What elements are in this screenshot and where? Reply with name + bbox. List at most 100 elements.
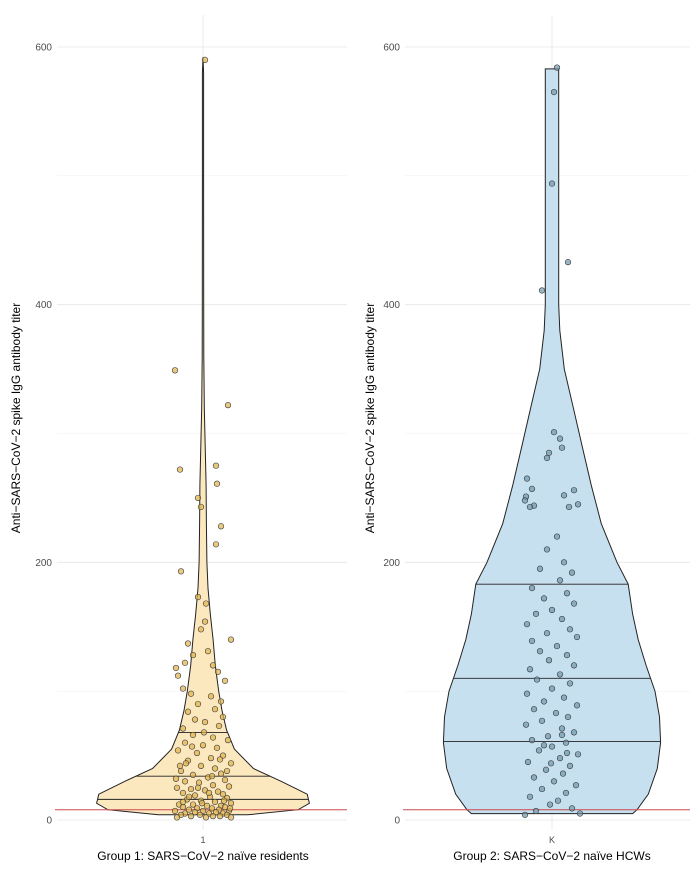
data-point [556,577,564,584]
data-point [194,700,202,708]
data-point [535,747,543,754]
data-point [560,492,568,499]
data-point [194,594,202,601]
data-point [523,475,531,482]
data-point [185,793,193,800]
data-point [209,662,217,669]
data-point [208,805,216,812]
right-y-axis-title: Anti−SARS−CoV−2 spike IgG antibody titer [363,303,377,533]
data-point [173,814,181,821]
data-point [213,744,221,751]
data-point [568,569,576,576]
data-point [574,751,582,758]
data-point [543,454,551,462]
data-point [179,789,187,797]
left-y-axis-title: Anti−SARS−CoV−2 spike IgG antibody titer [9,303,23,533]
data-point [523,621,531,628]
data-point [528,485,536,492]
data-point [564,259,572,266]
data-point [544,733,552,740]
data-point [548,180,556,187]
data-point [217,770,225,777]
data-point [526,666,534,673]
data-point [217,523,225,530]
data-point [191,792,199,799]
left-category-tick-label: 1 [200,835,205,845]
data-point [563,651,571,659]
data-point [533,676,541,683]
data-point [570,487,578,494]
data-point [191,716,199,723]
data-point [201,56,209,63]
data-point [550,778,558,785]
data-point [560,694,568,701]
data-point [208,773,216,780]
data-point [558,444,566,451]
data-point [548,606,556,614]
data-point [189,801,197,808]
data-point [199,742,207,749]
data-point [207,693,215,700]
right-violin [442,68,662,815]
data-point [181,739,189,746]
data-point [540,698,548,705]
data-point [528,637,536,645]
data-point [209,734,217,741]
data-point [566,626,574,633]
data-point [532,807,540,815]
data-point [546,801,554,808]
data-point [562,739,570,746]
data-point [194,494,202,502]
data-point [212,462,220,469]
data-point [176,762,184,769]
data-point [552,709,560,717]
data-point [227,760,235,767]
y-tick-label: 400 [383,300,400,311]
data-point [521,497,529,504]
data-point [573,702,581,709]
data-point [566,762,574,769]
data-point [193,749,201,757]
y-tick-label: 400 [35,300,52,311]
data-point [550,429,558,436]
data-point [214,668,222,675]
data-point [526,503,534,511]
data-point [543,546,551,553]
right-y-tick-labels: 0 200 400 600 [383,43,400,827]
data-point [538,785,546,793]
data-point [194,784,202,791]
data-point [187,813,195,820]
data-point [179,685,187,692]
data-point [538,717,546,724]
data-point [562,789,570,797]
data-point [558,731,566,739]
y-tick-label: 0 [394,816,400,827]
data-point [563,590,571,597]
data-point [574,501,582,508]
data-point [554,797,562,804]
y-tick-label: 0 [46,816,52,827]
data-point [558,725,566,732]
data-point [197,626,205,633]
data-point [224,737,232,744]
data-point [543,630,551,637]
data-point [172,775,180,782]
data-point [545,657,553,664]
data-point [524,758,532,766]
data-point [187,690,195,697]
data-point [553,642,561,650]
data-point [542,766,550,773]
y-tick-label: 600 [383,43,400,54]
right-panel: 0 200 400 600 K Group 2: SARS−CoV−2 naïve H… [363,15,690,863]
data-point [563,749,571,757]
data-point [184,640,192,647]
data-point [215,722,223,730]
data-point [227,814,235,821]
data-point [212,541,220,548]
data-point [548,743,556,750]
data-point [219,713,227,721]
data-point [522,721,530,728]
data-point [523,690,531,697]
data-point [211,798,219,806]
